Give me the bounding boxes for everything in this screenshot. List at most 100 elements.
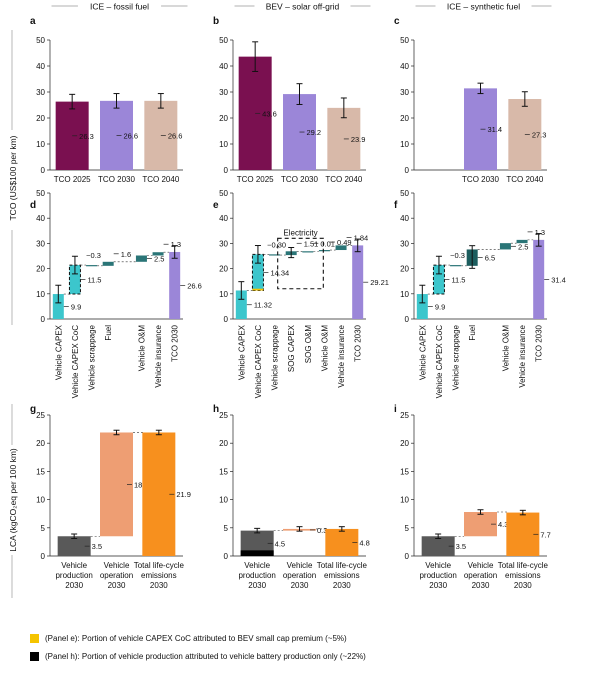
data-label: 23.9 bbox=[351, 135, 366, 144]
y-tick-label: 20 bbox=[400, 439, 409, 448]
tco-ylabel: TCO (US$100 per km) bbox=[8, 135, 18, 220]
y-tick-label: 20 bbox=[36, 265, 45, 274]
y-tick-label: 0 bbox=[41, 552, 46, 561]
data-label: 21.9 bbox=[176, 490, 191, 499]
y-tick-label: 25 bbox=[36, 411, 45, 420]
x-tick-label: TCO 2030 bbox=[462, 175, 499, 184]
x-tick-label: TCO 2040 bbox=[325, 175, 362, 184]
y-tick-label: 5 bbox=[224, 524, 229, 533]
x-tick-label: 2030 bbox=[291, 581, 309, 590]
panel-letter: b bbox=[213, 16, 219, 27]
x-tick-label: TCO 2040 bbox=[142, 175, 179, 184]
column-title-bg bbox=[254, 0, 351, 12]
data-label: 0.01 bbox=[320, 239, 335, 248]
data-label: 7.7 bbox=[540, 530, 550, 539]
data-label: 11.5 bbox=[87, 276, 101, 285]
data-label: 3.5 bbox=[92, 542, 102, 551]
y-tick-label: 20 bbox=[400, 265, 409, 274]
legend-text-battery: (Panel h): Portion of vehicle production… bbox=[45, 652, 366, 661]
x-tick-label: Vehicle CAPEX bbox=[237, 324, 246, 380]
y-tick-label: 5 bbox=[41, 524, 46, 533]
x-tick-label: 2030 bbox=[429, 581, 447, 590]
bar bbox=[269, 254, 281, 256]
x-tick-label: Total life-cycle bbox=[134, 561, 185, 570]
x-tick-label: TCO 2030 bbox=[354, 324, 363, 361]
x-tick-label: Vehicle O&M bbox=[320, 325, 329, 372]
x-tick-label: 2030 bbox=[150, 581, 168, 590]
panel-letter: d bbox=[30, 200, 36, 211]
x-tick-label: production bbox=[238, 571, 275, 580]
data-label: 26.3 bbox=[79, 132, 94, 141]
bar bbox=[152, 252, 164, 256]
y-tick-label: 10 bbox=[36, 290, 45, 299]
x-tick-label: Total life-cycle bbox=[498, 561, 549, 570]
y-tick-label: 50 bbox=[400, 189, 409, 198]
panel-letter: c bbox=[394, 16, 400, 27]
x-tick-label: Vehicle bbox=[61, 561, 87, 570]
x-tick-label: TCO 2025 bbox=[237, 175, 274, 184]
panel-letter: f bbox=[394, 200, 398, 211]
x-tick-label: Vehicle CAPEX CoC bbox=[71, 325, 80, 399]
x-tick-label: operation bbox=[283, 571, 316, 580]
bar bbox=[235, 290, 247, 319]
data-label: −0.3 bbox=[450, 251, 465, 260]
x-tick-label: 2030 bbox=[514, 581, 532, 590]
data-label: 1.51 bbox=[304, 239, 319, 248]
y-tick-label: 0 bbox=[41, 166, 46, 175]
data-label: 43.6 bbox=[262, 109, 277, 118]
y-tick-label: 30 bbox=[36, 88, 45, 97]
data-label: −0.3 bbox=[86, 251, 101, 260]
x-tick-label: Vehicle CAPEX CoC bbox=[435, 325, 444, 399]
y-tick-label: 30 bbox=[219, 239, 228, 248]
electricity-label: Electricity bbox=[283, 228, 317, 237]
data-label: 26.6 bbox=[187, 281, 202, 290]
y-tick-label: 0 bbox=[224, 315, 229, 324]
y-tick-label: 40 bbox=[36, 214, 45, 223]
data-label: 9.9 bbox=[71, 303, 81, 312]
legend-item-battery: (Panel h): Portion of vehicle production… bbox=[30, 652, 590, 661]
x-tick-label: SOG O&M bbox=[304, 325, 313, 364]
x-tick-label: TCO 2025 bbox=[54, 175, 91, 184]
data-label: 14.34 bbox=[270, 268, 289, 277]
y-tick-label: 40 bbox=[36, 62, 45, 71]
y-tick-label: 10 bbox=[400, 140, 409, 149]
bar bbox=[302, 251, 314, 253]
y-tick-label: 0 bbox=[405, 315, 410, 324]
data-label: 3.5 bbox=[456, 542, 466, 551]
y-tick-label: 20 bbox=[219, 114, 228, 123]
y-tick-label: 25 bbox=[400, 411, 409, 420]
x-tick-label: production bbox=[419, 571, 456, 580]
y-tick-label: 20 bbox=[219, 265, 228, 274]
x-tick-label: Vehicle CAPEX CoC bbox=[254, 325, 263, 399]
y-tick-label: 20 bbox=[36, 114, 45, 123]
x-tick-label: production bbox=[55, 571, 92, 580]
bar bbox=[52, 294, 64, 319]
bar bbox=[516, 239, 528, 244]
y-tick-label: 20 bbox=[400, 114, 409, 123]
y-tick-label: 50 bbox=[36, 36, 45, 45]
data-label: 27.3 bbox=[532, 131, 547, 140]
x-tick-label: 2030 bbox=[333, 581, 351, 590]
data-label: 0.3 bbox=[317, 526, 327, 535]
panel-letter: a bbox=[30, 16, 36, 27]
y-tick-label: 30 bbox=[400, 239, 409, 248]
data-label: 29.21 bbox=[370, 278, 389, 287]
x-tick-label: Vehicle scrappage bbox=[88, 324, 97, 390]
y-tick-label: 10 bbox=[219, 496, 228, 505]
data-label: −0.30 bbox=[267, 240, 286, 249]
premium-segment bbox=[252, 288, 264, 291]
lca-label-bg bbox=[6, 445, 18, 555]
column-title: BEV – solar off-grid bbox=[266, 2, 340, 12]
data-label: 1.3 bbox=[535, 228, 545, 237]
legend-item-premium: (Panel e): Portion of vehicle CAPEX CoC … bbox=[30, 634, 590, 643]
data-label: 26.6 bbox=[168, 131, 183, 140]
x-tick-label: 2030 bbox=[108, 581, 126, 590]
bar bbox=[135, 255, 147, 262]
y-tick-label: 10 bbox=[400, 290, 409, 299]
y-tick-label: 50 bbox=[400, 36, 409, 45]
data-label: 0.49 bbox=[337, 238, 352, 247]
y-tick-label: 15 bbox=[219, 467, 228, 476]
data-label: 31.4 bbox=[551, 275, 566, 284]
y-tick-label: 40 bbox=[400, 214, 409, 223]
y-tick-label: 15 bbox=[400, 467, 409, 476]
